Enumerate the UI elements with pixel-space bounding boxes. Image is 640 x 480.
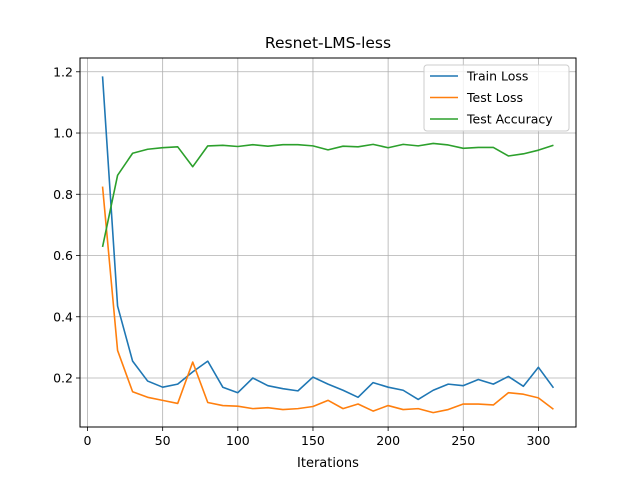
- chart-title: Resnet-LMS-less: [265, 34, 391, 52]
- y-tick-label: 0.6: [53, 248, 73, 263]
- x-tick-label: 250: [451, 433, 475, 448]
- y-tick-label: 0.2: [53, 371, 73, 386]
- y-tick-label: 0.8: [53, 187, 73, 202]
- x-tick-label: 200: [376, 433, 400, 448]
- x-tick-label: 0: [84, 433, 92, 448]
- x-tick-label: 50: [155, 433, 171, 448]
- x-axis: 0 50 100 150 200 250 300: [84, 427, 550, 448]
- y-tick-label: 0.4: [53, 309, 73, 324]
- legend-label: Test Accuracy: [466, 112, 553, 127]
- series-line-test-accuracy: [101, 142, 554, 248]
- series-line-test-loss: [101, 186, 554, 414]
- legend: Train Loss Test Loss Test Accuracy: [423, 64, 570, 132]
- x-axis-label: Iterations: [297, 456, 359, 471]
- x-tick-label: 150: [301, 433, 325, 448]
- y-tick-label: 1.2: [53, 64, 73, 79]
- series-lines: [101, 76, 555, 414]
- plot-frame: [79, 57, 577, 428]
- legend-box: [423, 64, 570, 132]
- legend-label: Train Loss: [466, 69, 528, 84]
- x-tick-label: 100: [226, 433, 250, 448]
- x-tick-label: 300: [526, 433, 550, 448]
- y-tick-label: 1.0: [53, 126, 73, 141]
- legend-label: Test Loss: [466, 90, 523, 105]
- y-axis: 0.2 0.4 0.6 0.8 1.0 1.2: [53, 64, 80, 386]
- series-line-train-loss: [101, 76, 555, 401]
